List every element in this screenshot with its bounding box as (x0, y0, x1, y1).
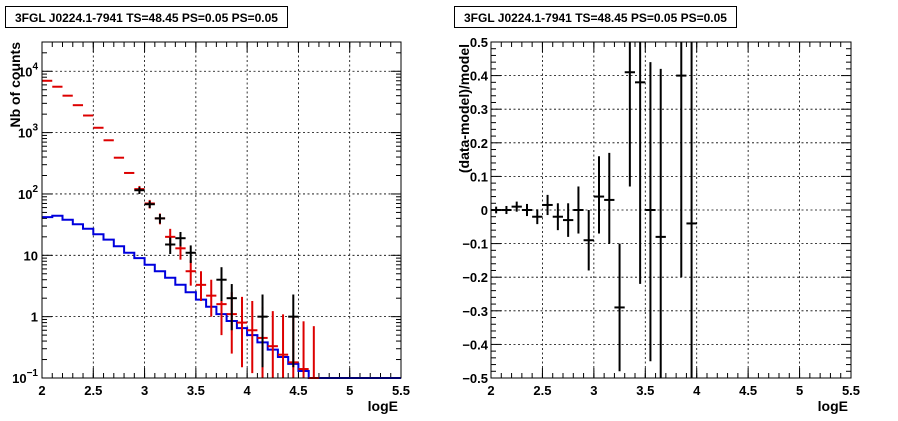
y-tick-label: 102 (18, 184, 38, 202)
y-tick-label: 104 (18, 61, 38, 79)
residual-point (573, 186, 584, 234)
data-point (216, 267, 227, 301)
y-tick-label: −0.2 (462, 270, 488, 285)
residual-point (542, 194, 553, 216)
x-axis-title: logE (368, 398, 398, 414)
data-point (185, 245, 196, 263)
residual-point (676, 42, 687, 278)
data-point (257, 294, 268, 368)
x-tick-label: 5 (796, 383, 803, 398)
x-tick-label: 2 (38, 383, 45, 398)
x-tick-label: 4.5 (739, 383, 757, 398)
x-tick-label: 4 (244, 383, 252, 398)
y-tick-label: 10 (24, 248, 38, 263)
y-tick-label: 0.5 (470, 35, 488, 50)
y-axis-title-left: Nb of counts (7, 42, 23, 128)
y-tick-label: −0.4 (462, 337, 488, 352)
residual-point (635, 42, 646, 284)
model-point (247, 300, 258, 374)
chart-title-right: 3FGL J0224.1-7941 TS=48.45 PS=0.05 PS=0.… (454, 6, 737, 28)
residual-point (686, 42, 697, 378)
residual-point (532, 209, 543, 225)
residual-point (521, 203, 533, 217)
y-tick-label: 0.2 (470, 136, 488, 151)
y-tick-label: 0 (481, 203, 488, 218)
x-tick-label: 2 (487, 383, 494, 398)
data-point (154, 214, 166, 224)
residual-point (552, 203, 563, 231)
residual-point (583, 210, 594, 271)
residual-point (501, 205, 512, 215)
x-tick-label: 3.5 (636, 383, 654, 398)
x-tick-label: 2.5 (84, 383, 102, 398)
y-axis-title-right: (data-model)/model (456, 44, 472, 173)
chart-title-left: 3FGL J0224.1-7941 TS=48.45 PS=0.05 PS=0.… (5, 6, 288, 28)
x-tick-label: 3 (590, 383, 597, 398)
x-tick-label: 5 (346, 383, 353, 398)
residual-point (614, 243, 625, 372)
y-tick-label: 1 (31, 310, 38, 325)
x-tick-label: 4 (693, 383, 701, 398)
data-point (134, 186, 145, 194)
x-axis-title: logE (818, 398, 848, 414)
x-tick-label: 3 (141, 383, 148, 398)
model-point (195, 271, 207, 301)
plot-border-right (490, 41, 852, 379)
x-tick-label: 3.5 (187, 383, 205, 398)
residual-point (511, 201, 522, 212)
y-tick-label: −0.1 (462, 237, 488, 252)
model-point (277, 314, 289, 378)
data-point (175, 231, 186, 247)
model-point (206, 279, 217, 317)
y-tick-label: −0.3 (462, 304, 488, 319)
plot-frame-1 (490, 41, 852, 379)
model-point (298, 321, 309, 378)
model-point (185, 260, 196, 286)
data-point (165, 237, 176, 255)
data-point (288, 294, 299, 368)
y-tick-label: 0.4 (470, 69, 489, 84)
residual-point (645, 62, 656, 362)
y-tick-label: −0.5 (462, 371, 488, 386)
model-point (236, 296, 248, 368)
x-tick-label: 4.5 (289, 383, 307, 398)
residual-point (655, 68, 666, 378)
y-tick-label: 10−1 (12, 368, 38, 386)
residual-point (604, 152, 615, 244)
x-tick-label: 5.5 (392, 383, 410, 398)
y-tick-label: 0.1 (470, 169, 488, 184)
data-point (144, 200, 155, 209)
residual-point (624, 42, 635, 187)
residual-point (563, 203, 574, 237)
x-tick-label: 2.5 (533, 383, 551, 398)
y-tick-label: 103 (18, 123, 38, 141)
x-tick-label: 5.5 (842, 383, 860, 398)
residual-point (593, 156, 605, 234)
residual-series (491, 42, 697, 378)
y-tick-label: 0.3 (470, 102, 488, 117)
plot-border-left (41, 41, 402, 379)
model-point (267, 311, 278, 378)
residual-point (491, 206, 502, 214)
data-point (226, 284, 237, 331)
